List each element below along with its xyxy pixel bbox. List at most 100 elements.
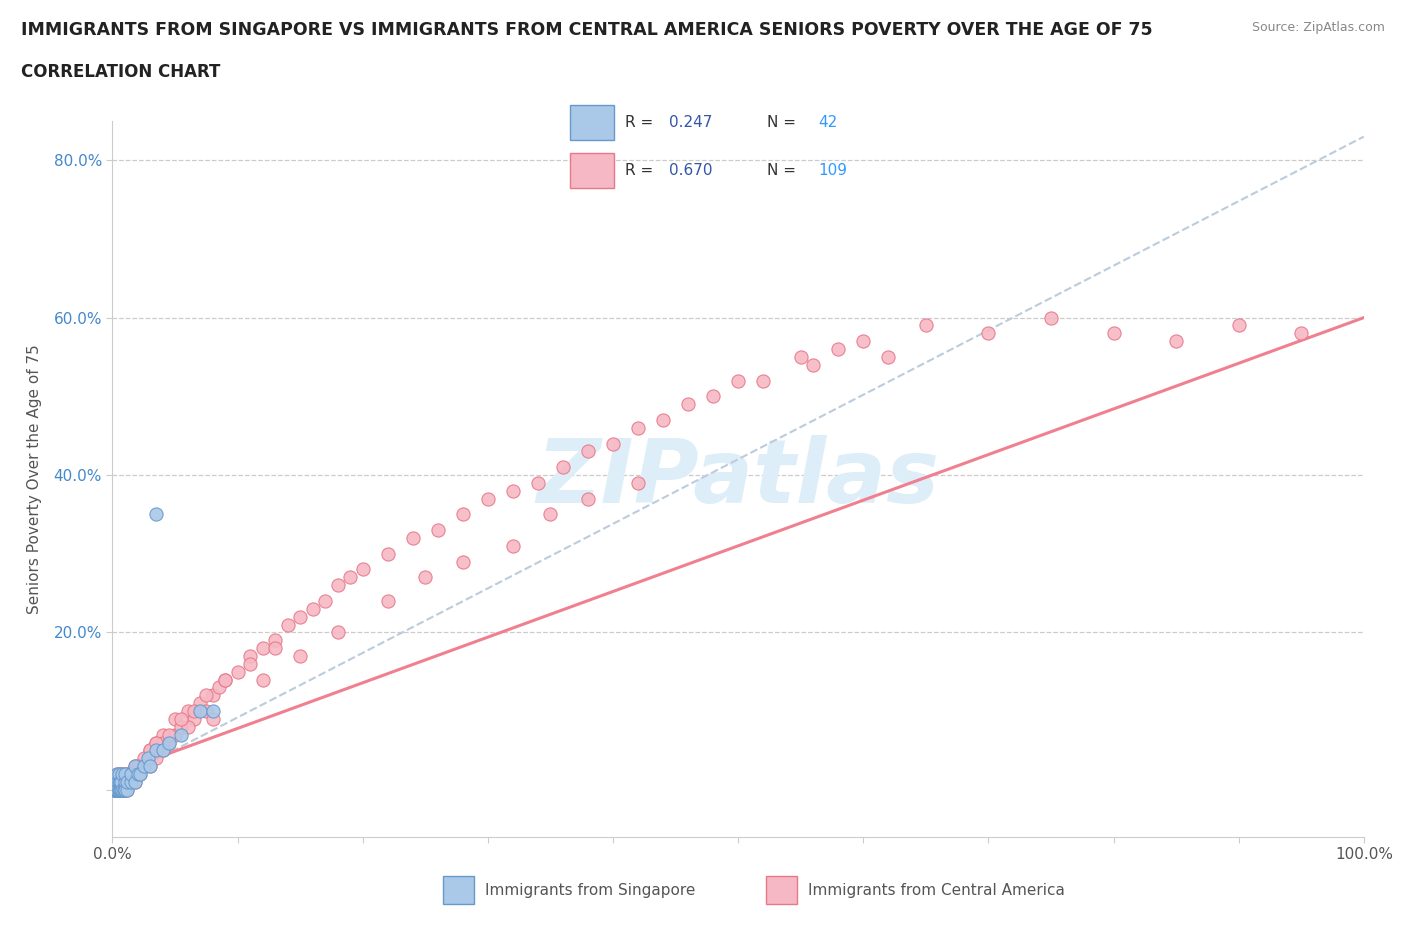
Point	[170, 711, 193, 726]
Point	[451, 554, 474, 569]
Text: 42: 42	[818, 115, 838, 130]
Point	[117, 775, 139, 790]
Point	[104, 782, 127, 797]
Point	[402, 530, 425, 545]
Point	[145, 735, 167, 750]
Point	[107, 775, 129, 790]
Point	[145, 743, 167, 758]
Point	[139, 743, 162, 758]
Point	[103, 782, 125, 797]
Point	[108, 775, 131, 790]
Point	[183, 711, 205, 726]
Point	[451, 507, 474, 522]
Point	[105, 782, 128, 797]
Point	[124, 775, 146, 790]
Point	[502, 484, 524, 498]
Point	[877, 350, 900, 365]
Point	[752, 373, 775, 388]
Point	[277, 618, 299, 632]
Point	[326, 625, 349, 640]
Point	[112, 775, 135, 790]
Point	[127, 766, 149, 781]
Point	[107, 782, 129, 797]
Point	[132, 751, 155, 765]
Point	[107, 782, 129, 797]
Point	[188, 704, 211, 719]
Point	[132, 759, 155, 774]
Text: ZIPatlas: ZIPatlas	[537, 435, 939, 523]
Point	[120, 766, 142, 781]
Point	[264, 632, 287, 647]
Text: R =: R =	[626, 115, 658, 130]
Text: Immigrants from Central America: Immigrants from Central America	[808, 883, 1066, 897]
Point	[188, 696, 211, 711]
Point	[152, 727, 174, 742]
Point	[112, 782, 135, 797]
Point	[576, 491, 599, 506]
Point	[157, 727, 180, 742]
Point	[132, 759, 155, 774]
Point	[727, 373, 749, 388]
Point	[195, 688, 218, 703]
Point	[1227, 318, 1250, 333]
Point	[339, 570, 361, 585]
Point	[195, 704, 218, 719]
Point	[627, 420, 650, 435]
Point	[111, 766, 134, 781]
Point	[676, 397, 699, 412]
Point	[176, 704, 198, 719]
FancyBboxPatch shape	[571, 105, 613, 140]
Point	[145, 507, 167, 522]
Point	[145, 735, 167, 750]
Text: 109: 109	[818, 163, 848, 178]
Point	[977, 326, 1000, 340]
Point	[120, 766, 142, 781]
Point	[602, 436, 624, 451]
Point	[107, 782, 129, 797]
Point	[352, 562, 374, 577]
Point	[139, 759, 162, 774]
Point	[105, 782, 128, 797]
Text: N =: N =	[768, 163, 801, 178]
Point	[107, 782, 129, 797]
Point	[183, 704, 205, 719]
Point	[201, 711, 224, 726]
Point	[314, 593, 336, 608]
Point	[915, 318, 938, 333]
Point	[377, 593, 399, 608]
Point	[1164, 334, 1187, 349]
Point	[120, 766, 142, 781]
Point	[477, 491, 499, 506]
Point	[208, 680, 231, 695]
Point	[301, 602, 323, 617]
Text: N =: N =	[768, 115, 801, 130]
Point	[105, 775, 128, 790]
Point	[124, 759, 146, 774]
Point	[551, 459, 574, 474]
Point	[145, 751, 167, 765]
Point	[176, 720, 198, 735]
Point	[127, 766, 149, 781]
Point	[426, 523, 449, 538]
Text: CORRELATION CHART: CORRELATION CHART	[21, 63, 221, 81]
Point	[239, 657, 262, 671]
Point	[163, 711, 186, 726]
Point	[120, 775, 142, 790]
Point	[112, 782, 135, 797]
Point	[576, 444, 599, 458]
Point	[413, 570, 436, 585]
Point	[239, 648, 262, 663]
Point	[170, 727, 193, 742]
Text: IMMIGRANTS FROM SINGAPORE VS IMMIGRANTS FROM CENTRAL AMERICA SENIORS POVERTY OVE: IMMIGRANTS FROM SINGAPORE VS IMMIGRANTS …	[21, 21, 1153, 39]
Point	[110, 782, 132, 797]
Text: 0.670: 0.670	[669, 163, 713, 178]
Point	[1291, 326, 1313, 340]
Point	[152, 743, 174, 758]
Point	[136, 751, 159, 765]
Point	[157, 735, 180, 750]
Point	[114, 782, 136, 797]
Point	[290, 648, 312, 663]
Point	[152, 743, 174, 758]
Point	[117, 782, 139, 797]
Y-axis label: Seniors Poverty Over the Age of 75: Seniors Poverty Over the Age of 75	[28, 344, 42, 614]
